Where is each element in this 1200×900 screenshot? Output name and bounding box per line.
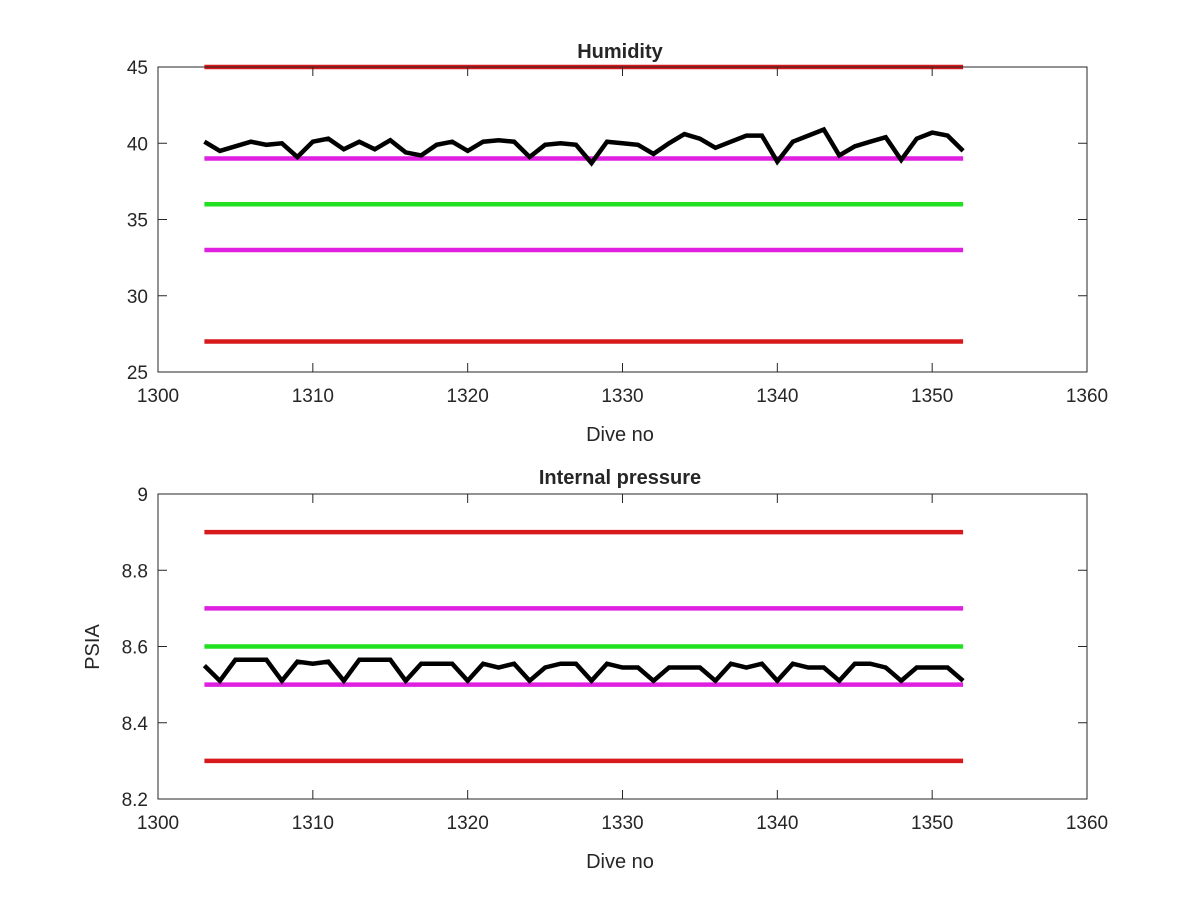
x-axis-label: Dive no [586, 851, 654, 873]
axes-layer: 1300 1310 1320 1330 1340 1350 1360 25 30 35 40 45 [127, 58, 1108, 407]
y-tick-label: 8.8 [122, 561, 148, 582]
y-tick-label: 30 [127, 287, 148, 308]
axes-layer: 1300 1310 1320 1330 1340 1350 1360 8.2 8.4 8.6 8.8… [122, 485, 1109, 834]
y-axis-label: PSIA [82, 624, 104, 670]
x-tick-label: 1330 [601, 813, 643, 834]
y-tick-label: 35 [127, 211, 148, 232]
chart-title: Internal pressure [539, 467, 701, 489]
y-tick-label: 8.2 [122, 790, 148, 811]
x-tick-label: 1320 [447, 813, 489, 834]
data-series-line [203, 126, 965, 167]
y-tick-label: 9 [137, 485, 148, 506]
y-tick-label: 8.4 [122, 714, 149, 735]
series-layer [202, 529, 965, 764]
x-tick-label: 1310 [292, 386, 334, 407]
humidity-panel: Humidity Dive no 1300 1310 1320 1330 1340 135… [127, 41, 1108, 446]
x-tick-label: 1360 [1066, 813, 1108, 834]
data-series-line [202, 657, 965, 685]
x-tick-label: 1330 [601, 386, 643, 407]
internal-pressure-panel: Internal pressure Dive no PSIA 1300 1310 1… [82, 467, 1108, 873]
y-tick-label: 8.6 [122, 638, 148, 659]
x-tick-label: 1310 [292, 813, 334, 834]
x-tick-label: 1360 [1066, 386, 1108, 407]
y-tick-label: 45 [127, 58, 148, 79]
x-axis-label: Dive no [586, 424, 654, 446]
x-tick-label: 1350 [911, 386, 953, 407]
x-tick-label: 1300 [137, 813, 179, 834]
x-tick-label: 1340 [756, 386, 798, 407]
x-tick-label: 1320 [447, 386, 489, 407]
x-tick-label: 1300 [137, 386, 179, 407]
y-tick-label: 40 [127, 134, 148, 155]
x-tick-label: 1350 [911, 813, 953, 834]
x-tick-label: 1340 [756, 813, 798, 834]
y-tick-label: 25 [127, 363, 148, 384]
chart-title: Humidity [577, 41, 663, 63]
